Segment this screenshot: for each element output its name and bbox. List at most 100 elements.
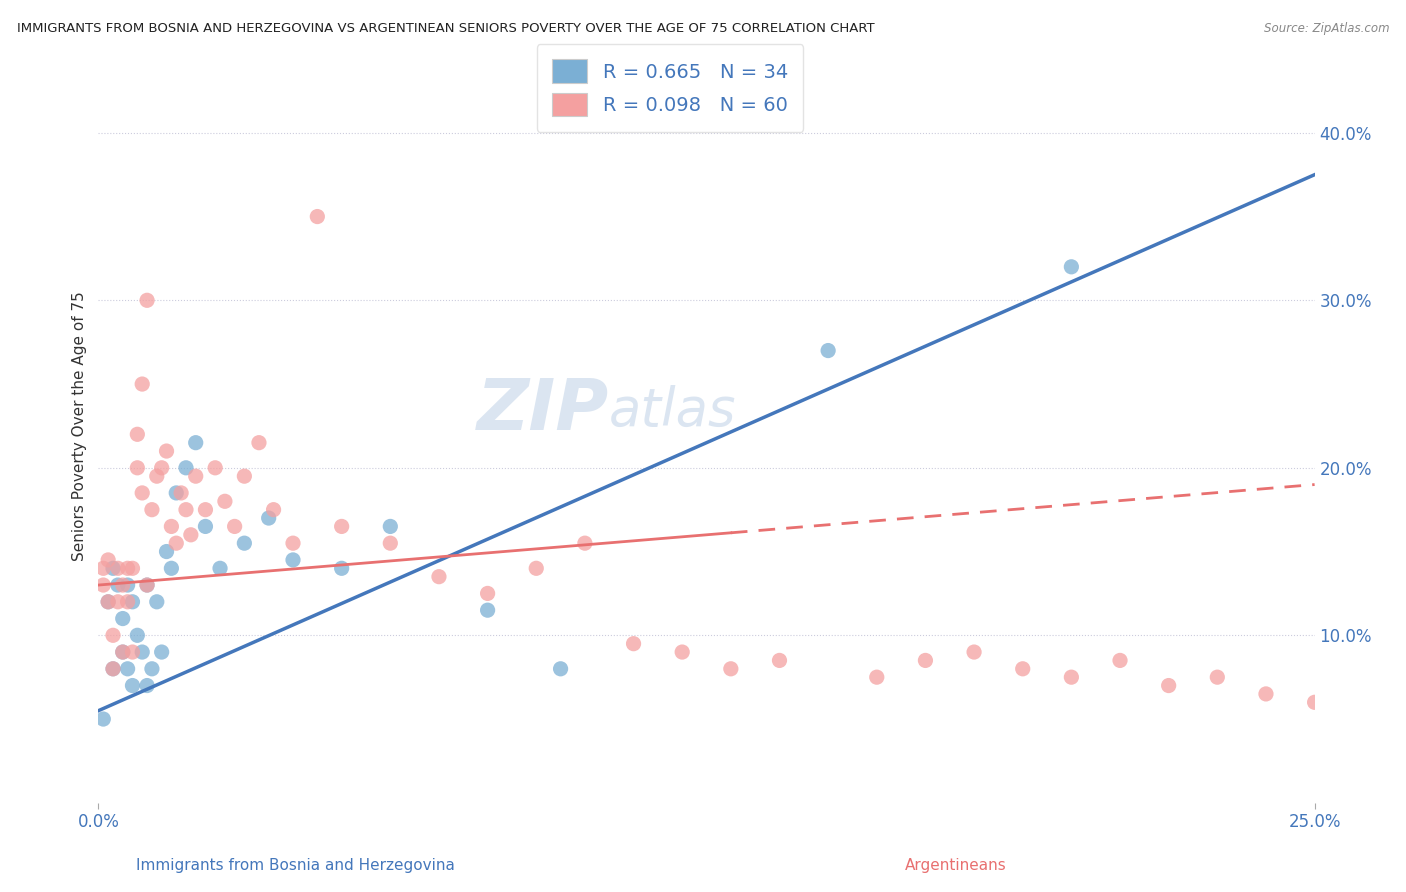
- Point: [204, 460, 226, 475]
- Point: [257, 511, 280, 525]
- Point: [127, 628, 149, 642]
- Point: [477, 603, 499, 617]
- Point: [1206, 670, 1229, 684]
- Point: [477, 586, 499, 600]
- Point: [550, 662, 572, 676]
- Text: Immigrants from Bosnia and Herzegovina: Immigrants from Bosnia and Herzegovina: [136, 858, 454, 872]
- Point: [91, 578, 114, 592]
- Point: [330, 519, 353, 533]
- Point: [194, 519, 217, 533]
- Y-axis label: Seniors Poverty Over the Age of 75: Seniors Poverty Over the Age of 75: [72, 291, 87, 561]
- Point: [127, 460, 149, 475]
- Point: [1303, 695, 1326, 709]
- Point: [141, 502, 163, 516]
- Point: [97, 553, 120, 567]
- Point: [117, 595, 139, 609]
- Point: [150, 460, 173, 475]
- Point: [247, 435, 270, 450]
- Point: [111, 645, 134, 659]
- Point: [101, 628, 124, 642]
- Point: [1011, 662, 1033, 676]
- Point: [160, 561, 183, 575]
- Point: [1060, 670, 1083, 684]
- Point: [150, 645, 173, 659]
- Point: [963, 645, 986, 659]
- Text: ZIP: ZIP: [477, 376, 609, 445]
- Point: [224, 519, 246, 533]
- Point: [184, 469, 207, 483]
- Text: Source: ZipAtlas.com: Source: ZipAtlas.com: [1264, 22, 1389, 36]
- Point: [817, 343, 839, 358]
- Point: [768, 653, 790, 667]
- Point: [136, 578, 159, 592]
- Point: [136, 679, 159, 693]
- Point: [160, 519, 183, 533]
- Point: [1353, 679, 1375, 693]
- Point: [180, 528, 202, 542]
- Point: [146, 595, 169, 609]
- Point: [209, 561, 232, 575]
- Point: [155, 444, 177, 458]
- Point: [574, 536, 596, 550]
- Point: [1109, 653, 1132, 667]
- Point: [174, 502, 197, 516]
- Point: [671, 645, 693, 659]
- Point: [101, 662, 124, 676]
- Point: [91, 712, 114, 726]
- Point: [524, 561, 547, 575]
- Point: [214, 494, 236, 508]
- Point: [194, 502, 217, 516]
- Point: [281, 536, 304, 550]
- Point: [1157, 679, 1180, 693]
- Point: [174, 460, 197, 475]
- Point: [117, 578, 139, 592]
- Point: [330, 561, 353, 575]
- Point: [155, 544, 177, 558]
- Point: [91, 561, 114, 575]
- Point: [184, 435, 207, 450]
- Point: [121, 645, 143, 659]
- Point: [97, 595, 120, 609]
- Point: [136, 293, 159, 308]
- Point: [170, 486, 193, 500]
- Text: Argentineans: Argentineans: [905, 858, 1007, 872]
- Point: [111, 578, 134, 592]
- Point: [866, 670, 889, 684]
- Point: [623, 637, 645, 651]
- Point: [97, 595, 120, 609]
- Point: [307, 210, 329, 224]
- Point: [111, 645, 134, 659]
- Point: [136, 578, 159, 592]
- Point: [914, 653, 936, 667]
- Point: [131, 486, 153, 500]
- Point: [720, 662, 742, 676]
- Point: [165, 536, 187, 550]
- Point: [101, 662, 124, 676]
- Point: [1060, 260, 1083, 274]
- Point: [141, 662, 163, 676]
- Point: [117, 662, 139, 676]
- Point: [263, 502, 285, 516]
- Point: [233, 536, 256, 550]
- Point: [281, 553, 304, 567]
- Text: atlas: atlas: [609, 384, 737, 437]
- Point: [233, 469, 256, 483]
- Point: [107, 595, 129, 609]
- Point: [427, 570, 450, 584]
- Point: [101, 561, 124, 575]
- Point: [131, 645, 153, 659]
- Legend: R = 0.665   N = 34, R = 0.098   N = 60: R = 0.665 N = 34, R = 0.098 N = 60: [537, 44, 803, 132]
- Point: [127, 427, 149, 442]
- Point: [131, 377, 153, 392]
- Point: [107, 561, 129, 575]
- Point: [1254, 687, 1277, 701]
- Point: [380, 536, 402, 550]
- Point: [121, 595, 143, 609]
- Point: [121, 561, 143, 575]
- Point: [107, 578, 129, 592]
- Point: [146, 469, 169, 483]
- Point: [121, 679, 143, 693]
- Point: [380, 519, 402, 533]
- Point: [111, 611, 134, 625]
- Point: [117, 561, 139, 575]
